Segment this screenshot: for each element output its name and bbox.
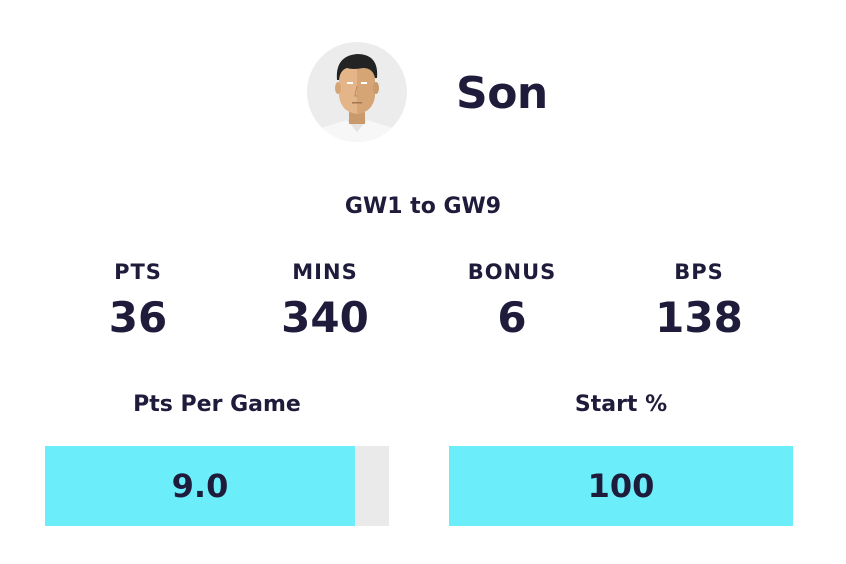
bar-value: 100 [587, 467, 655, 505]
stat-label: BPS [674, 260, 724, 284]
stat-value: 36 [108, 293, 168, 342]
stat-value: 6 [497, 293, 527, 342]
stat-label: MINS [292, 260, 358, 284]
stat-bps: BPS 138 [609, 256, 789, 346]
stat-mins: MINS 340 [235, 256, 415, 346]
stat-pts: PTS 36 [48, 256, 228, 346]
stat-label: PTS [114, 260, 162, 284]
bar-fill [45, 446, 355, 526]
start-percent-bar: 100 [449, 446, 793, 526]
stat-value: 138 [655, 293, 743, 342]
bar-value: 9.0 [171, 467, 229, 505]
stat-value: 340 [281, 293, 369, 342]
gameweek-range: GW1 to GW9 [344, 194, 502, 219]
player-name: Son [456, 68, 548, 119]
stat-label: BONUS [467, 260, 557, 284]
start-percent-label: Start % [574, 392, 668, 417]
pts-per-game-label: Pts Per Game [133, 392, 301, 417]
bar-fill [449, 446, 793, 526]
player-avatar [307, 42, 407, 142]
stat-bonus: BONUS 6 [422, 256, 602, 346]
pts-per-game-bar: 9.0 [45, 446, 389, 526]
